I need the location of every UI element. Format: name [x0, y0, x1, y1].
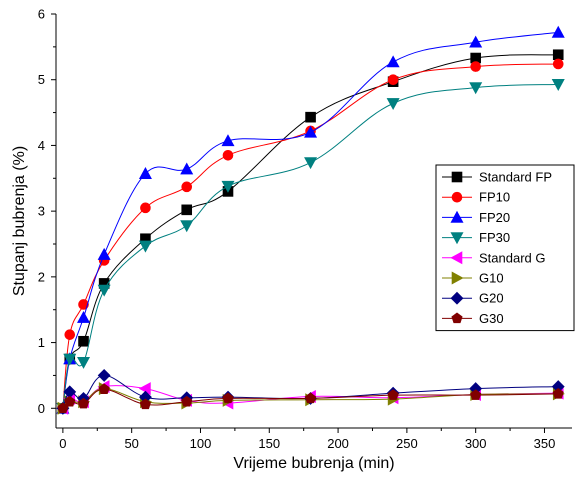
legend-label: Standard FP — [479, 170, 552, 185]
y-tick-label: 4 — [38, 138, 45, 153]
data-point — [221, 180, 235, 193]
x-tick-label: 300 — [465, 436, 487, 451]
legend-marker — [451, 191, 463, 203]
data-point — [386, 98, 400, 110]
data-point — [97, 284, 111, 297]
legend-item: FP30 — [442, 230, 510, 245]
legend-item: Standard FP — [442, 170, 552, 185]
y-tick-label: 1 — [38, 335, 45, 350]
data-point — [552, 49, 564, 61]
data-point — [305, 111, 316, 123]
x-tick-label: 50 — [124, 436, 138, 451]
data-point — [222, 149, 234, 161]
data-point — [552, 387, 564, 399]
legend-label: G30 — [479, 311, 504, 326]
legend-marker — [450, 232, 464, 245]
x-tick-label: 100 — [190, 436, 212, 451]
data-point — [181, 395, 193, 407]
x-axis-title: Vrijeme bubrenja (min) — [233, 455, 394, 472]
data-point — [139, 398, 152, 410]
data-point — [78, 299, 89, 310]
legend: Standard FP FP10 FP20 FP30 Standard G G10 G20 G… — [435, 164, 575, 332]
data-point — [64, 329, 76, 340]
series-layer — [56, 25, 565, 415]
legend-label: Standard G — [479, 250, 546, 265]
legend-label: G10 — [479, 271, 504, 286]
data-point — [77, 397, 90, 409]
data-point — [138, 167, 152, 179]
x-tick-label: 150 — [258, 436, 280, 451]
legend-item: G30 — [442, 311, 504, 326]
data-point — [97, 369, 111, 382]
data-point — [469, 82, 483, 95]
data-point — [138, 240, 152, 253]
legend-item: G10 — [442, 271, 504, 286]
legend-label: FP10 — [479, 190, 510, 205]
x-tick-label: 200 — [327, 436, 349, 451]
data-point — [77, 356, 91, 369]
y-tick-label: 2 — [38, 269, 45, 284]
legend-marker — [451, 171, 463, 183]
data-point — [98, 383, 110, 394]
legend-item: FP10 — [442, 190, 510, 205]
axes: 0 50 100 150 200 250 300 350 0 1 2 3 4 5 6 — [38, 7, 572, 451]
legend-label: G20 — [479, 291, 504, 306]
y-tick-label: 0 — [38, 401, 45, 416]
data-point — [469, 35, 483, 48]
data-point — [180, 162, 194, 175]
data-point — [551, 25, 565, 38]
x-tick-label: 0 — [59, 436, 66, 451]
data-point — [387, 389, 399, 400]
data-point — [304, 125, 318, 138]
data-point — [304, 157, 318, 170]
y-tick-label: 5 — [38, 72, 45, 87]
data-point — [64, 395, 76, 407]
data-point — [387, 74, 399, 86]
legend-marker — [450, 251, 463, 265]
x-tick-label: 350 — [534, 436, 556, 451]
legend-label: FP30 — [479, 230, 510, 245]
data-point — [97, 247, 111, 260]
legend-label: FP20 — [479, 210, 510, 225]
data-point — [222, 392, 234, 404]
data-point — [386, 55, 400, 68]
y-tick-label: 3 — [38, 204, 45, 219]
data-point — [551, 79, 565, 91]
legend-item: FP20 — [442, 210, 510, 225]
data-point — [180, 220, 194, 233]
data-point — [63, 353, 77, 366]
data-point — [181, 204, 193, 216]
data-point — [78, 335, 89, 347]
series-fp20 — [56, 25, 565, 414]
data-point — [470, 61, 481, 72]
legend-marker — [450, 291, 464, 305]
legend-marker — [450, 210, 464, 223]
data-point — [304, 392, 317, 404]
series-g30 — [57, 383, 564, 414]
data-point — [552, 58, 564, 70]
data-point — [221, 134, 235, 147]
y-tick-label: 6 — [38, 7, 45, 22]
data-point — [77, 310, 91, 323]
y-axis-title: Stupanj bubrenja (%) — [11, 146, 28, 296]
legend-item: G20 — [442, 291, 504, 306]
legend-marker — [451, 271, 464, 285]
x-tick-label: 250 — [396, 436, 418, 451]
series-g20 — [56, 369, 565, 415]
series-line — [62, 63, 559, 409]
data-point — [470, 389, 482, 400]
legend-item: Standard G — [442, 250, 546, 265]
data-point — [140, 202, 151, 214]
data-point — [181, 181, 193, 193]
legend-marker — [451, 312, 463, 324]
